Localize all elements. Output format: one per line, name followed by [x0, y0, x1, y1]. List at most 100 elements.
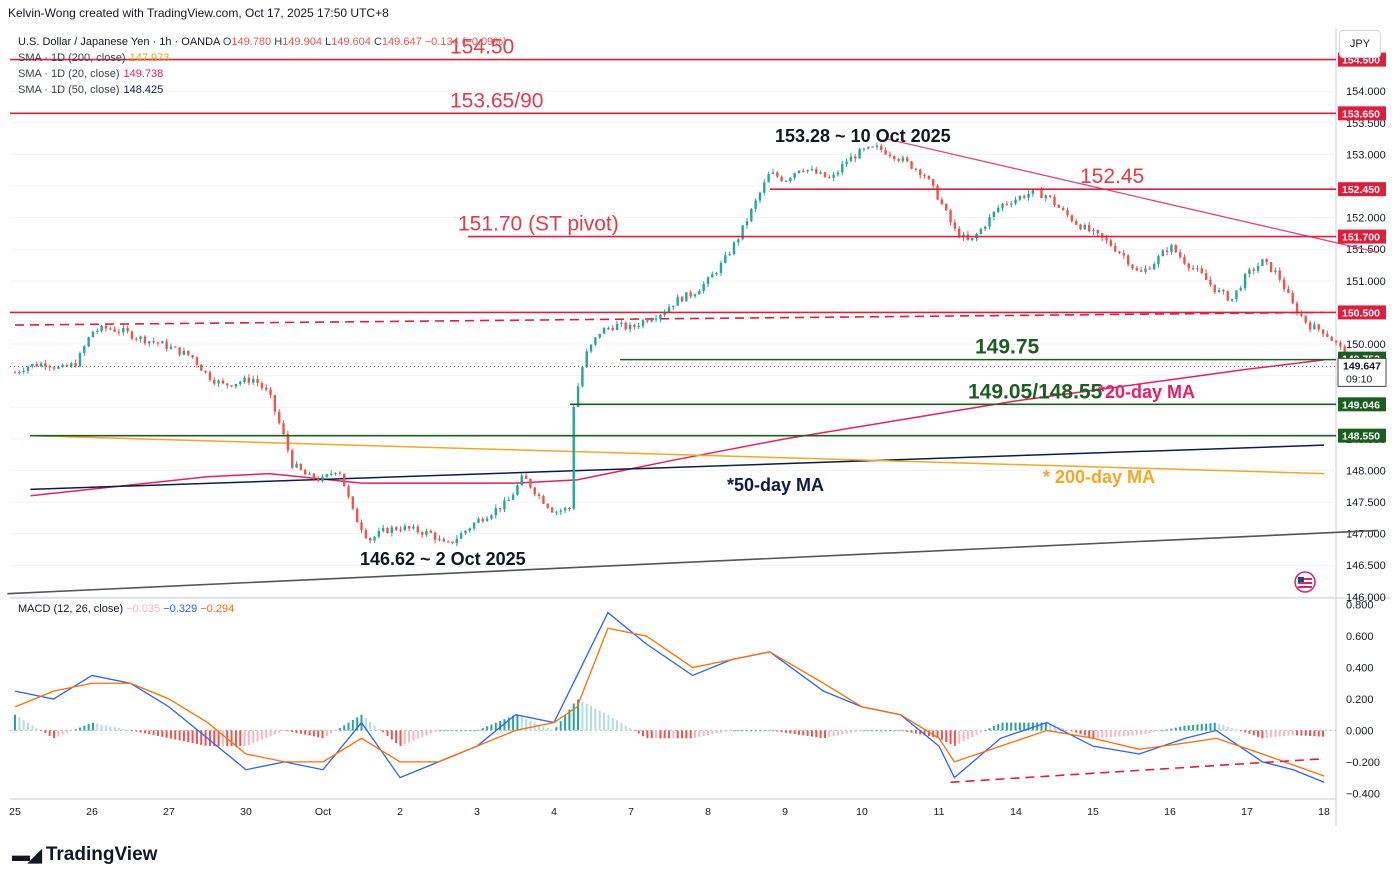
- candle: [702, 281, 705, 294]
- macd-hist-bar: [113, 727, 116, 731]
- candle: [659, 314, 662, 323]
- macd-hist-bar: [117, 728, 120, 731]
- time-tick-label: 4: [551, 806, 557, 818]
- macd-hist-bar: [187, 730, 190, 743]
- candle: [420, 530, 424, 538]
- candle: [403, 523, 407, 532]
- candle: [1183, 254, 1186, 265]
- macd-hist-bar: [109, 726, 112, 731]
- legend-low: 149.604: [331, 36, 371, 48]
- macd-hist-bar: [789, 730, 792, 734]
- level-price-tag-text: 149.046: [1342, 399, 1380, 411]
- macd-hist-bar: [979, 730, 982, 733]
- macd-hist-bar: [347, 722, 350, 731]
- macd-hist-bar: [1122, 730, 1125, 737]
- chart-annotation: 153.28 ~ 10 Oct 2025: [775, 126, 951, 146]
- trendline-descending-resistance[interactable]: [884, 137, 1379, 254]
- macd-hist-bar: [637, 730, 640, 734]
- legend-open: 149.780: [231, 36, 272, 48]
- candle: [152, 337, 155, 345]
- macd-hist-bar: [555, 727, 558, 731]
- macd-hist-bar: [1062, 728, 1065, 731]
- macd-hist-bar: [1261, 730, 1264, 739]
- candle: [226, 383, 229, 389]
- candle: [1113, 242, 1117, 253]
- candle: [559, 508, 562, 516]
- candle: [416, 524, 420, 535]
- macd-hist-bar: [1079, 730, 1082, 735]
- candle: [1144, 265, 1147, 275]
- macd-hist-bar: [1174, 727, 1177, 731]
- candle: [485, 516, 489, 522]
- candle: [1274, 267, 1277, 275]
- candle: [914, 167, 918, 172]
- macd-tick-label: −0.400: [1346, 788, 1380, 800]
- candle: [754, 198, 757, 213]
- candle: [351, 496, 355, 511]
- level-price-tag-text: 150.500: [1342, 307, 1380, 319]
- macd-hist-bar: [880, 730, 883, 732]
- candle: [208, 370, 212, 382]
- macd-hist-bar: [100, 724, 103, 731]
- chart-annotation: *20-day MA: [1098, 382, 1195, 402]
- trendline-lower-support[interactable]: [7, 529, 1378, 595]
- macd-series-signal: [14, 627, 1325, 777]
- currency-button[interactable]: JPY: [1339, 30, 1381, 58]
- price-tick-label: 150.000: [1346, 339, 1386, 351]
- candle: [446, 540, 450, 543]
- macd-hist-bar: [1070, 730, 1073, 732]
- candle: [1278, 267, 1281, 283]
- candle: [1265, 258, 1268, 265]
- macd-hist-bar: [1322, 730, 1325, 737]
- macd-hist-bar: [403, 730, 406, 745]
- macd-hist-bar: [1274, 730, 1277, 737]
- candle: [1326, 330, 1329, 338]
- macd-hist-bar: [737, 730, 740, 732]
- macd-hist-bar: [1213, 722, 1216, 731]
- macd-hist-bar: [776, 730, 779, 732]
- macd-hist-bar: [338, 727, 341, 731]
- trendline-dashed-resistance[interactable]: [14, 311, 1325, 326]
- candle: [1252, 267, 1255, 275]
- macd-hist-bar: [1248, 730, 1251, 734]
- macd-hist-bar: [87, 723, 90, 731]
- macd-hist-bar: [1304, 730, 1307, 736]
- tradingview-brand[interactable]: ▬◢ TradingView: [12, 844, 157, 866]
- candle: [1109, 238, 1113, 247]
- macd-hist-bar: [642, 730, 645, 737]
- candle: [516, 483, 519, 496]
- macd-hist-bar: [1300, 730, 1303, 736]
- candle: [576, 383, 580, 408]
- macd-hist-bar: [31, 725, 34, 731]
- macd-hist-bar: [468, 730, 471, 732]
- candle: [1031, 189, 1035, 197]
- macd-hist-bar: [204, 730, 207, 746]
- level-label: 151.70 (ST pivot): [458, 213, 619, 236]
- macd-hist-bar: [291, 730, 294, 732]
- macd-hist-bar: [711, 730, 714, 735]
- macd-hist-bar: [1105, 730, 1108, 738]
- macd-hist-bar: [1010, 722, 1013, 731]
- candle: [988, 214, 991, 230]
- macd-hist-bar: [581, 701, 584, 731]
- candle: [135, 337, 138, 342]
- macd-hist-bar: [663, 730, 666, 739]
- macd-hist-value: −0.035: [126, 603, 161, 615]
- macd-hist-bar: [126, 729, 129, 731]
- macd-hist-bar: [239, 730, 242, 747]
- macd-hist-bar: [334, 730, 337, 732]
- macd-hist-bar: [143, 730, 146, 734]
- macd-hist-bar: [104, 725, 107, 731]
- macd-trendline[interactable]: [950, 757, 1325, 784]
- candle: [148, 340, 151, 348]
- macd-hist-bar: [1192, 724, 1195, 731]
- candle: [312, 472, 316, 482]
- macd-tick-label: 0.800: [1346, 600, 1374, 612]
- candle: [715, 271, 718, 277]
- candle: [31, 363, 34, 369]
- candle: [1044, 194, 1048, 202]
- candle: [594, 337, 597, 347]
- candle: [117, 328, 121, 336]
- macd-hist-bar: [1027, 722, 1030, 731]
